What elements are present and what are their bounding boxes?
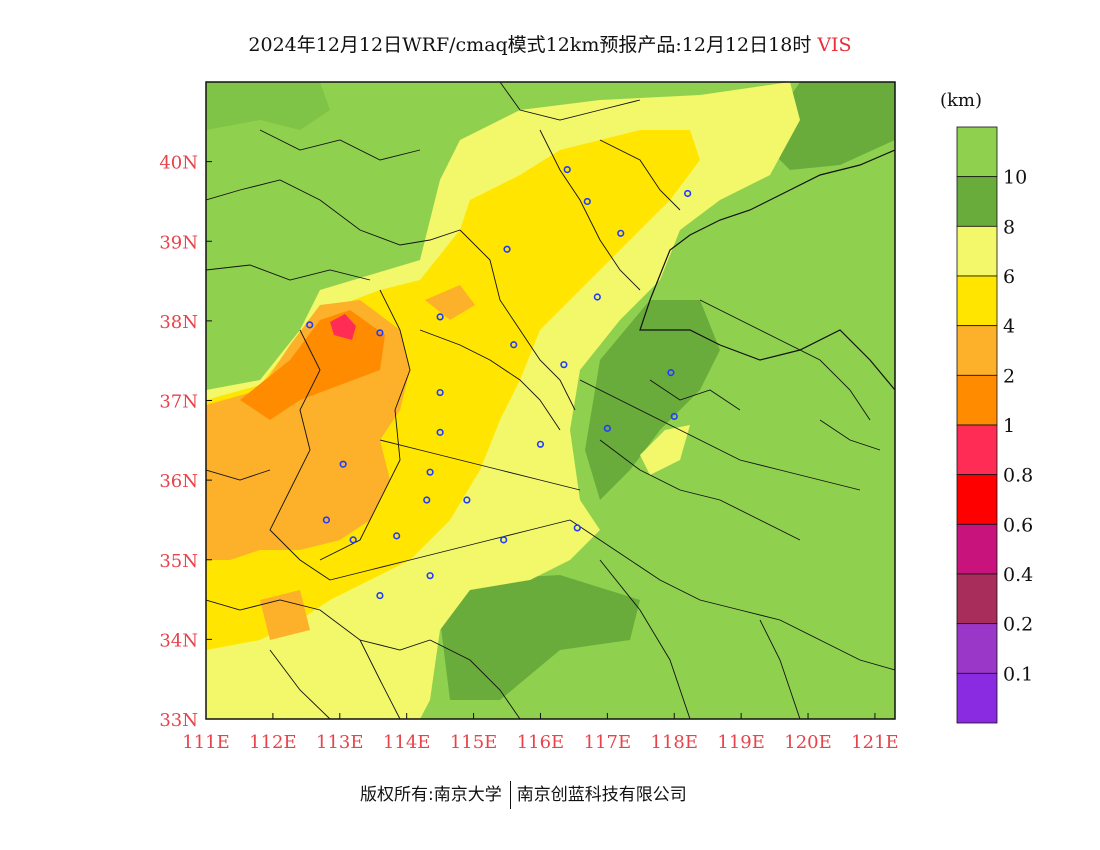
city-marker [667,369,675,377]
x-tick-label: 119E [717,732,765,753]
colorbar-swatch [956,672,998,724]
colorbar-swatch [956,474,998,525]
city-marker [376,329,384,337]
title-text: 2024年12月12日WRF/cmaq模式12km预报产品:12月12日18时 [248,34,812,56]
colorbar-label: 6 [1003,266,1015,288]
city-marker [583,197,591,206]
visibility-field [206,82,895,719]
city-marker [670,412,678,421]
y-tick-label: 34N [159,630,198,651]
city-marker [536,440,545,448]
colorbar: 10 8 6 4 2 1 0.8 0.6 0.4 0.2 0.1 [956,126,1033,724]
colorbar-label: 0.6 [1003,514,1033,536]
x-tick-label: 116E [517,732,565,753]
colorbar-label: 8 [1003,216,1015,238]
field-8-10-nw [206,82,330,130]
city-marker [617,229,625,237]
footer-right: 南京创蓝科技有限公司 [516,785,687,805]
colorbar-label: 2 [1003,365,1015,387]
city-marker [426,468,434,476]
city-marker [436,313,444,321]
colorbar-swatch [956,126,998,178]
city-marker [463,496,471,504]
city-marker [376,591,384,600]
y-tick-label: 33N [159,710,198,731]
colorbar-label: 0.2 [1003,614,1033,636]
x-tick-label: 118E [651,732,699,753]
city-marker [510,341,518,349]
field-2-4-patch2 [425,285,475,320]
colorbar-swatch [956,176,998,227]
field-8-10-south [440,575,640,700]
colorbar-label: 4 [1003,316,1015,338]
colorbar-swatch [956,225,998,277]
field-8-10-shandong [585,300,720,500]
boundaries [206,82,895,719]
city-marker [393,532,401,540]
city-marker [603,424,611,432]
x-tick-label: 111E [182,732,230,753]
colorbar-label: 0.1 [1003,663,1033,685]
y-tick-label: 35N [159,551,198,572]
field-0.8-1 [330,314,356,340]
colorbar-swatch [956,424,998,476]
city-marker [436,388,444,397]
x-tick-label: 114E [383,732,431,753]
city-marker [500,536,508,544]
colorbar-swatch [956,374,998,426]
y-tick-label: 39N [159,232,198,253]
city-marker [349,536,357,544]
colorbar-label: 1 [1003,415,1015,437]
city-marker [593,293,601,301]
y-tick-label: 36N [159,471,198,492]
field-2-4-patch [260,590,310,640]
city-marker [306,321,314,329]
city-marker [563,165,571,174]
city-marker [423,496,431,504]
x-tick-label: 113E [316,732,364,753]
colorbar-swatch [956,573,998,625]
city-marker [322,516,331,524]
field-6-8-patch [640,425,690,475]
colorbar-swatch [956,325,998,376]
y-tick-label: 37N [159,392,198,413]
footer-left: 版权所有:南京大学 [360,785,502,805]
x-tick-label: 117E [584,732,632,753]
y-tick-label: 38N [159,312,198,333]
colorbar-label: 0.8 [1003,465,1033,487]
city-marker [339,460,347,468]
coastline [639,149,895,391]
x-tick-label: 115E [450,732,498,753]
y-axis: 40N 39N 38N 37N 36N 35N 34N 33N [159,153,212,731]
colorbar-swatch [956,275,998,327]
x-tick-label: 121E [851,732,899,753]
x-tick-label: 120E [784,732,832,753]
city-marker [684,189,692,198]
x-axis: 111E 112E 113E 114E 115E 116E 117E 118E 119E 120E… [182,713,899,753]
city-markers [306,165,692,600]
city-marker [560,361,568,369]
colorbar-swatch [956,623,998,674]
city-marker [573,524,581,532]
city-marker [426,572,434,580]
title-variable: VIS [817,34,852,56]
colorbar-label: 0.4 [1003,564,1033,586]
city-marker [503,245,511,253]
chart-title: 2024年12月12日WRF/cmaq模式12km预报产品:12月12日18时 V… [0,30,1100,57]
footer-separator [509,781,511,809]
colorbar-swatch [956,523,998,575]
copyright-footer: 版权所有:南京大学 南京创蓝科技有限公司 [360,780,687,809]
colorbar-unit: (km) [940,90,983,111]
x-tick-label: 112E [249,732,297,753]
city-marker [436,428,444,436]
y-tick-label: 40N [159,153,198,174]
colorbar-label: 10 [1003,167,1027,189]
